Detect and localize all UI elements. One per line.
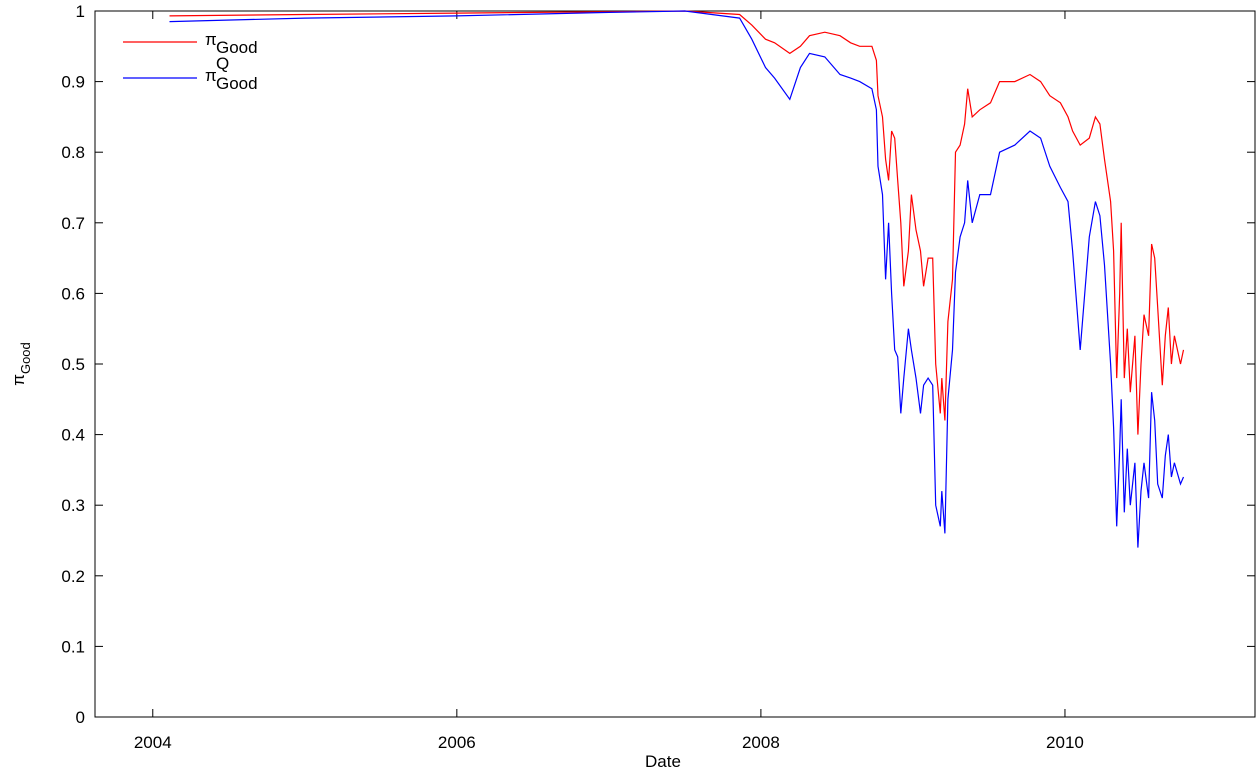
plot-frame [94, 10, 1256, 718]
y-tick-label: 0 [76, 708, 85, 727]
y-tick-label: 0.7 [61, 214, 85, 233]
y-tick-label: 0.3 [61, 496, 85, 515]
y-tick-label: 0.1 [61, 637, 85, 656]
x-tick-label: 2008 [742, 733, 780, 752]
y-tick-label: 0.9 [61, 73, 85, 92]
y-tick-label: 0.2 [61, 567, 85, 586]
y-tick-label: 0.5 [61, 355, 85, 374]
y-tick-label: 0.6 [61, 284, 85, 303]
x-tick-label: 2006 [438, 733, 476, 752]
y-tick-label: 0.8 [61, 143, 85, 162]
y-axis-label-main: π [9, 374, 28, 386]
legend-label-sub: Good [216, 74, 258, 93]
legend-label: π [205, 66, 217, 85]
y-axis-label-group: πGood [9, 342, 33, 386]
y-tick-label: 0.4 [61, 426, 85, 445]
legend-label-sub: Good [216, 38, 258, 57]
y-axis-label: πGood [9, 342, 33, 386]
x-tick-label: 2004 [134, 733, 172, 752]
legend-label: π [205, 30, 217, 49]
series-line [169, 10, 1185, 548]
x-axis-label: Date [645, 752, 681, 771]
legend-label-sup: Q [216, 54, 229, 73]
y-tick-label: 1 [76, 2, 85, 21]
x-tick-label: 2010 [1046, 733, 1084, 752]
series-line [169, 10, 1185, 435]
y-axis-label-sub: Good [18, 342, 33, 374]
